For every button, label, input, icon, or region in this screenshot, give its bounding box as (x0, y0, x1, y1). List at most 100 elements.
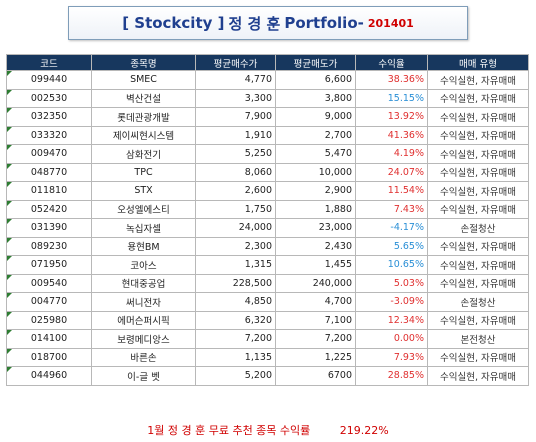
cell-code[interactable]: 014100 (6, 329, 92, 349)
cell-avg-sell[interactable]: 1,880 (275, 199, 356, 219)
table-row[interactable]: 018700 바른손 1,135 1,225 7.93% 수익실현, 자유매매 (6, 347, 529, 367)
cell-return[interactable]: 28.85% (355, 366, 428, 386)
cell-avg-buy[interactable]: 2,300 (195, 236, 276, 256)
cell-avg-sell[interactable]: 7,100 (275, 310, 356, 330)
cell-return[interactable]: 10.65% (355, 255, 428, 275)
cell-avg-buy[interactable]: 8,060 (195, 162, 276, 182)
table-row[interactable]: 014100 보령메디앙스 7,200 7,200 0.00% 본전청산 (6, 329, 529, 349)
cell-avg-sell[interactable]: 3,800 (275, 88, 356, 108)
cell-avg-sell[interactable]: 1,225 (275, 347, 356, 367)
cell-stock-name[interactable]: 에머슨퍼시픽 (91, 310, 196, 330)
cell-trade-type[interactable]: 수익실현, 자유매매 (427, 88, 529, 108)
cell-return[interactable]: 12.34% (355, 310, 428, 330)
cell-stock-name[interactable]: STX (91, 181, 196, 201)
cell-code[interactable]: 071950 (6, 255, 92, 275)
column-header-avg-buy[interactable]: 평균매수가 (195, 54, 276, 71)
column-header-avg-sell[interactable]: 평균매도가 (275, 54, 356, 71)
table-row[interactable]: 031390 녹십자셀 24,000 23,000 -4.17% 손절청산 (6, 218, 529, 238)
cell-trade-type[interactable]: 본전청산 (427, 329, 529, 349)
cell-avg-sell[interactable]: 6,600 (275, 70, 356, 90)
table-row[interactable]: 052420 오성엘에스티 1,750 1,880 7.43% 수익실현, 자유매매 (6, 199, 529, 219)
cell-avg-buy[interactable]: 4,850 (195, 292, 276, 312)
cell-avg-sell[interactable]: 6700 (275, 366, 356, 386)
cell-avg-sell[interactable]: 10,000 (275, 162, 356, 182)
cell-trade-type[interactable]: 수익실현, 자유매매 (427, 273, 529, 293)
cell-code[interactable]: 025980 (6, 310, 92, 330)
cell-stock-name[interactable]: 삼화전기 (91, 144, 196, 164)
table-row[interactable]: 099440 SMEC 4,770 6,600 38.36% 수익실현, 자유매매 (6, 70, 529, 90)
cell-code[interactable]: 018700 (6, 347, 92, 367)
cell-trade-type[interactable]: 수익실현, 자유매매 (427, 125, 529, 145)
table-row[interactable]: 011810 STX 2,600 2,900 11.54% 수익실현, 자유매매 (6, 181, 529, 201)
cell-avg-sell[interactable]: 2,900 (275, 181, 356, 201)
cell-avg-buy[interactable]: 6,320 (195, 310, 276, 330)
cell-stock-name[interactable]: 오성엘에스티 (91, 199, 196, 219)
cell-return[interactable]: 7.43% (355, 199, 428, 219)
table-row[interactable]: 004770 써니전자 4,850 4,700 -3.09% 손절청산 (6, 292, 529, 312)
cell-code[interactable]: 011810 (6, 181, 92, 201)
cell-trade-type[interactable]: 수익실현, 자유매매 (427, 310, 529, 330)
cell-code[interactable]: 009470 (6, 144, 92, 164)
cell-trade-type[interactable]: 수익실현, 자유매매 (427, 162, 529, 182)
cell-trade-type[interactable]: 수익실현, 자유매매 (427, 70, 529, 90)
cell-trade-type[interactable]: 손절청산 (427, 292, 529, 312)
cell-code[interactable]: 089230 (6, 236, 92, 256)
cell-trade-type[interactable]: 수익실현, 자유매매 (427, 347, 529, 367)
cell-avg-buy[interactable]: 1,750 (195, 199, 276, 219)
cell-avg-buy[interactable]: 1,135 (195, 347, 276, 367)
cell-avg-buy[interactable]: 228,500 (195, 273, 276, 293)
column-header-code[interactable]: 코드 (6, 54, 92, 71)
cell-return[interactable]: 4.19% (355, 144, 428, 164)
cell-stock-name[interactable]: 이-글 벳 (91, 366, 196, 386)
cell-avg-buy[interactable]: 1,910 (195, 125, 276, 145)
cell-stock-name[interactable]: 벽산건설 (91, 88, 196, 108)
cell-avg-sell[interactable]: 1,455 (275, 255, 356, 275)
column-header-return[interactable]: 수익율 (355, 54, 428, 71)
cell-stock-name[interactable]: 현대중공업 (91, 273, 196, 293)
cell-avg-sell[interactable]: 23,000 (275, 218, 356, 238)
cell-return[interactable]: 0.00% (355, 329, 428, 349)
cell-return[interactable]: -3.09% (355, 292, 428, 312)
cell-trade-type[interactable]: 수익실현, 자유매매 (427, 181, 529, 201)
cell-return[interactable]: 24.07% (355, 162, 428, 182)
cell-avg-sell[interactable]: 9,000 (275, 107, 356, 127)
cell-avg-buy[interactable]: 7,200 (195, 329, 276, 349)
cell-code[interactable]: 009540 (6, 273, 92, 293)
table-row[interactable]: 048770 TPC 8,060 10,000 24.07% 수익실현, 자유매매 (6, 162, 529, 182)
cell-stock-name[interactable]: 써니전자 (91, 292, 196, 312)
cell-stock-name[interactable]: 제이씨현시스템 (91, 125, 196, 145)
cell-stock-name[interactable]: 롯데관광개발 (91, 107, 196, 127)
table-row[interactable]: 025980 에머슨퍼시픽 6,320 7,100 12.34% 수익실현, 자유매매 (6, 310, 529, 330)
column-header-name[interactable]: 종목명 (91, 54, 196, 71)
column-header-trade-type[interactable]: 매매 유형 (427, 54, 529, 71)
cell-avg-buy[interactable]: 5,250 (195, 144, 276, 164)
cell-stock-name[interactable]: 보령메디앙스 (91, 329, 196, 349)
cell-stock-name[interactable]: 녹십자셀 (91, 218, 196, 238)
cell-return[interactable]: -4.17% (355, 218, 428, 238)
cell-trade-type[interactable]: 수익실현, 자유매매 (427, 199, 529, 219)
cell-code[interactable]: 032350 (6, 107, 92, 127)
table-row[interactable]: 089230 용현BM 2,300 2,430 5.65% 수익실현, 자유매매 (6, 236, 529, 256)
cell-code[interactable]: 033320 (6, 125, 92, 145)
cell-return[interactable]: 5.65% (355, 236, 428, 256)
cell-avg-buy[interactable]: 24,000 (195, 218, 276, 238)
cell-code[interactable]: 004770 (6, 292, 92, 312)
table-row[interactable]: 009470 삼화전기 5,250 5,470 4.19% 수익실현, 자유매매 (6, 144, 529, 164)
table-row[interactable]: 002530 벽산건설 3,300 3,800 15.15% 수익실현, 자유매매 (6, 88, 529, 108)
cell-trade-type[interactable]: 수익실현, 자유매매 (427, 144, 529, 164)
cell-return[interactable]: 5.03% (355, 273, 428, 293)
cell-avg-sell[interactable]: 2,700 (275, 125, 356, 145)
cell-avg-sell[interactable]: 5,470 (275, 144, 356, 164)
cell-return[interactable]: 38.36% (355, 70, 428, 90)
cell-trade-type[interactable]: 손절청산 (427, 218, 529, 238)
cell-avg-sell[interactable]: 4,700 (275, 292, 356, 312)
cell-avg-buy[interactable]: 2,600 (195, 181, 276, 201)
cell-trade-type[interactable]: 수익실현, 자유매매 (427, 107, 529, 127)
cell-avg-buy[interactable]: 7,900 (195, 107, 276, 127)
cell-stock-name[interactable]: 코아스 (91, 255, 196, 275)
cell-return[interactable]: 15.15% (355, 88, 428, 108)
cell-avg-buy[interactable]: 1,315 (195, 255, 276, 275)
cell-code[interactable]: 052420 (6, 199, 92, 219)
cell-code[interactable]: 044960 (6, 366, 92, 386)
cell-stock-name[interactable]: SMEC (91, 70, 196, 90)
